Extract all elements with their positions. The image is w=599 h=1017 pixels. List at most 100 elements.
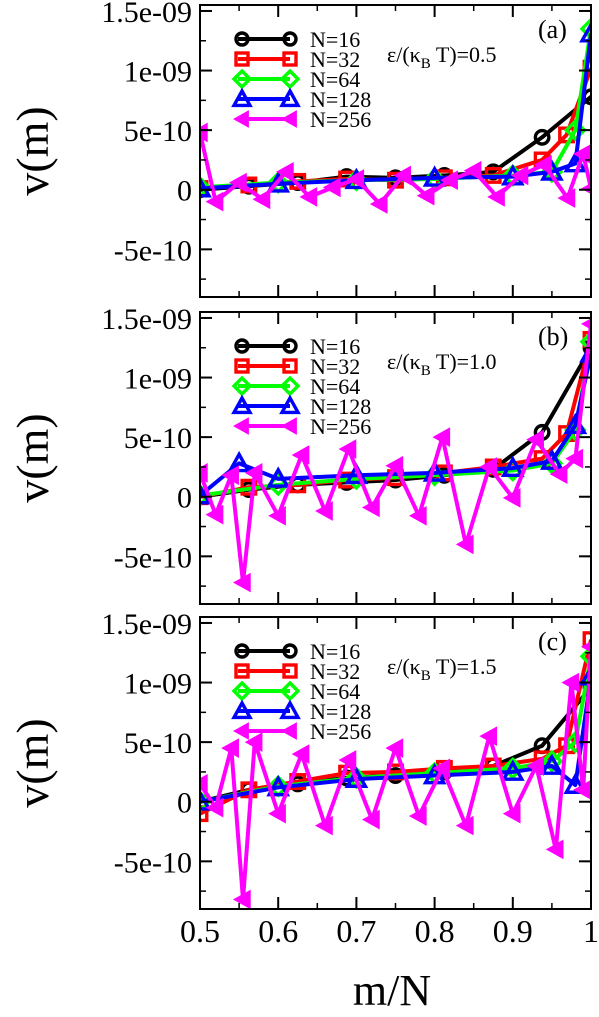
legend-label: N=128 (310, 87, 371, 112)
data-point (315, 501, 333, 521)
legend-marker (234, 358, 250, 374)
data-point (221, 465, 239, 486)
data-point (579, 17, 591, 41)
legend-label: N=16 (310, 27, 360, 52)
y-tick-label: 0 (177, 787, 192, 820)
y-tick-label: 5e-10 (124, 115, 192, 148)
series-group (200, 17, 591, 214)
y-tick-label: 1.5e-09 (101, 608, 192, 641)
data-point (385, 455, 404, 476)
panels: -5e-1005e-101e-091.5e-09v(m)N=16N=32N=64… (7, 0, 599, 949)
legend-marker (280, 722, 297, 740)
data-point (268, 505, 286, 526)
data-point (540, 749, 564, 773)
data-point (244, 463, 263, 483)
y-tick-label: 1e-09 (124, 363, 192, 396)
legend-marker (231, 87, 253, 108)
data-point (422, 165, 447, 187)
data-point (338, 439, 357, 459)
parameter-annotation: ε/(κB T)=1.5 (387, 654, 497, 684)
data-point (432, 427, 451, 447)
y-tick-label: -5e-10 (114, 541, 192, 574)
data-point (205, 504, 224, 525)
data-point (266, 171, 291, 193)
data-point (501, 756, 525, 780)
data-point (487, 187, 505, 207)
legend-label: N=32 (310, 659, 360, 684)
panel-1: -5e-10 0 5e-10 1e-09 1.5e-09 v(m) N=16N=32N=64… (7, 303, 592, 605)
legend-marker (279, 375, 301, 397)
legend-marker (234, 643, 250, 659)
legend-marker (234, 51, 250, 67)
parameter-annotation: ε/(κB T)=0.5 (387, 42, 497, 72)
data-point (408, 806, 427, 826)
data-point (291, 744, 310, 764)
panel-label: (a) (538, 15, 567, 44)
legend-marker (279, 68, 301, 90)
y-tick-label: -5e-10 (114, 846, 192, 879)
legend-marker (279, 87, 301, 108)
data-point (221, 738, 239, 758)
data-point (229, 172, 247, 193)
legend-label: N=64 (310, 679, 360, 704)
y-tick-label: 1e-09 (124, 56, 192, 89)
data-point (540, 753, 564, 775)
legend-marker (282, 358, 298, 374)
legend-marker (280, 110, 297, 128)
data-point (338, 750, 357, 770)
data-point (244, 732, 263, 752)
data-point (362, 809, 380, 830)
data-point (557, 188, 576, 208)
data-point (563, 772, 588, 794)
y-tick-label: 1.5e-09 (101, 0, 192, 29)
legend-marker (232, 110, 249, 128)
series-line (200, 323, 591, 585)
data-point (200, 463, 208, 483)
data-point (455, 534, 474, 555)
y-axis-label: v(m) (7, 106, 58, 195)
y-tick-label: -5e-10 (114, 234, 192, 267)
data-point (534, 154, 552, 175)
data-point (579, 330, 591, 354)
legend-label: N=128 (310, 394, 371, 419)
data-point (500, 759, 525, 781)
data-point (346, 169, 365, 189)
x-tick-label: 0.7 (336, 913, 376, 949)
data-point (362, 497, 380, 518)
data-point (322, 177, 341, 198)
data-point (408, 505, 427, 526)
legend-marker (279, 680, 301, 702)
parameter-annotation: ε/(κB T)=1.0 (387, 349, 497, 379)
data-point (252, 189, 271, 210)
y-tick-label: 0 (177, 175, 192, 208)
x-tick-label: 0.5 (180, 913, 220, 949)
y-tick-label: 1e-09 (124, 668, 192, 701)
data-point (385, 738, 404, 758)
legend-marker (234, 663, 250, 679)
legend-marker (279, 699, 301, 720)
panel-2: -5e-10 0 5e-10 1e-09 1.5e-09 0.5 0.6 0.7 0.8 0.9 1… (7, 608, 599, 949)
data-point (205, 797, 224, 818)
y-tick-label: 5e-10 (124, 422, 192, 455)
data-point (545, 839, 564, 860)
data-point (268, 803, 286, 824)
data-point (200, 122, 208, 143)
data-point (510, 165, 529, 186)
data-point (526, 756, 544, 776)
data-point (533, 128, 551, 146)
panel-0: -5e-10 0 5e-10 1e-09 1.5e-09 v(m) N=16N=32N=64… (7, 0, 592, 298)
x-tick-label: 0.9 (493, 913, 533, 949)
data-point (579, 21, 591, 43)
data-point (579, 664, 591, 686)
legend-label: N=256 (310, 107, 371, 132)
data-point (369, 194, 388, 214)
x-tick-label: 0.8 (415, 913, 455, 949)
legend-marker (282, 31, 298, 47)
data-point (227, 450, 251, 473)
data-point (291, 445, 310, 465)
data-point (565, 448, 584, 469)
legend-marker (231, 68, 253, 90)
